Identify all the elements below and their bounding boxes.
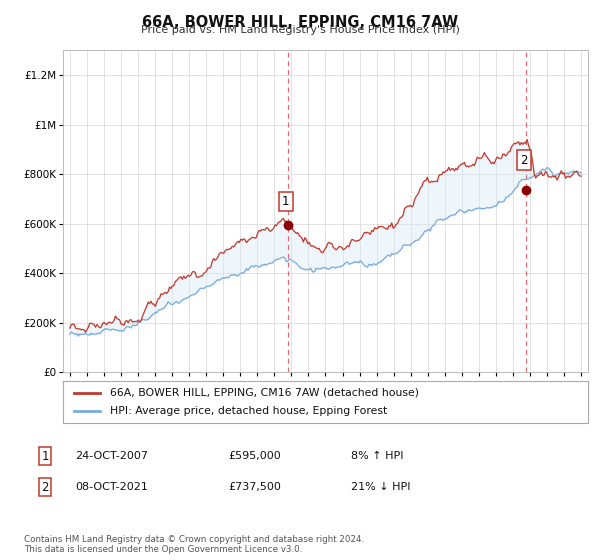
Text: Price paid vs. HM Land Registry's House Price Index (HPI): Price paid vs. HM Land Registry's House … <box>140 25 460 35</box>
Text: 1: 1 <box>41 450 49 463</box>
Text: 66A, BOWER HILL, EPPING, CM16 7AW (detached house): 66A, BOWER HILL, EPPING, CM16 7AW (detac… <box>110 388 419 398</box>
Text: 24-OCT-2007: 24-OCT-2007 <box>75 451 148 461</box>
Text: £595,000: £595,000 <box>228 451 281 461</box>
Text: 8% ↑ HPI: 8% ↑ HPI <box>351 451 404 461</box>
Text: 1: 1 <box>282 195 289 208</box>
Text: 66A, BOWER HILL, EPPING, CM16 7AW: 66A, BOWER HILL, EPPING, CM16 7AW <box>142 15 458 30</box>
Text: Contains HM Land Registry data © Crown copyright and database right 2024.
This d: Contains HM Land Registry data © Crown c… <box>24 535 364 554</box>
Text: £737,500: £737,500 <box>228 482 281 492</box>
Text: HPI: Average price, detached house, Epping Forest: HPI: Average price, detached house, Eppi… <box>110 406 388 416</box>
Text: 21% ↓ HPI: 21% ↓ HPI <box>351 482 410 492</box>
Text: 2: 2 <box>41 480 49 494</box>
Text: 2: 2 <box>520 153 527 166</box>
Text: 08-OCT-2021: 08-OCT-2021 <box>75 482 148 492</box>
